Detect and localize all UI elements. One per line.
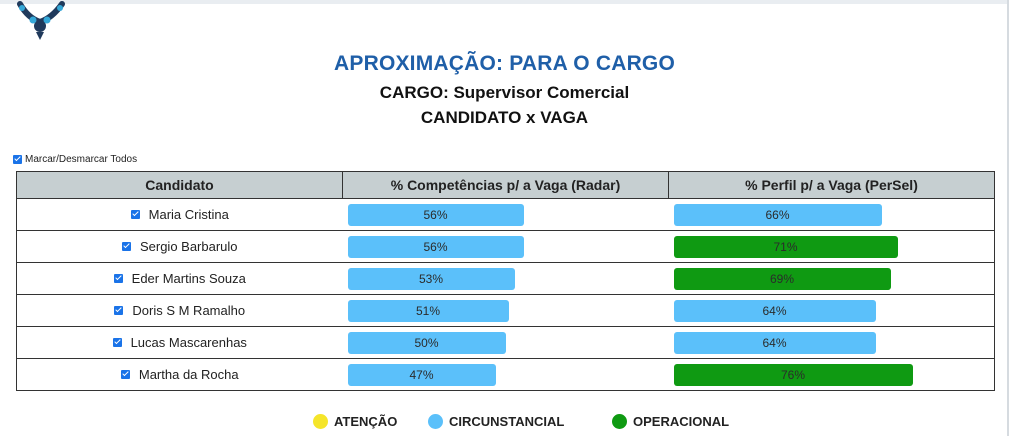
checkbox-icon[interactable] (112, 338, 122, 347)
radar-bar-track: 56% (347, 236, 663, 258)
candidate-name: Lucas Mascarenhas (130, 335, 247, 350)
persel-bar-track: 76% (673, 364, 989, 386)
candidates-table: Candidato % Competências p/ a Vaga (Rada… (16, 171, 995, 391)
header-radar: % Competências p/ a Vaga (Radar) (342, 171, 669, 199)
persel-bar-track: 66% (673, 204, 989, 226)
radar-bar: 56% (347, 236, 524, 258)
candidate-select[interactable]: Sergio Barbarulo (121, 239, 238, 254)
persel-bar: 76% (673, 364, 913, 386)
yellow-dot-icon (313, 414, 328, 429)
persel-cell: 76% (668, 358, 995, 391)
radar-bar-track: 50% (347, 332, 663, 354)
comparison-line: CANDIDATO x VAGA (420, 108, 589, 127)
cargo-line: CARGO: Supervisor Comercial (379, 83, 630, 102)
radar-bar: 51% (347, 300, 509, 322)
radar-cell: 56% (342, 198, 669, 231)
candidate-cell: Eder Martins Souza (16, 262, 343, 295)
table-row: Eder Martins Souza 53% 69% (16, 262, 995, 295)
green-dot-icon (612, 414, 627, 429)
toggle-all-checkbox[interactable]: Marcar/Desmarcar Todos (13, 154, 137, 165)
legend-label: OPERACIONAL (633, 414, 730, 429)
table-row: Maria Cristina 56% 66% (16, 198, 995, 231)
candidate-cell: Lucas Mascarenhas (16, 326, 343, 359)
candidate-name: Maria Cristina (148, 207, 229, 222)
persel-bar: 69% (673, 268, 891, 290)
checkbox-icon[interactable] (130, 210, 140, 219)
persel-bar-track: 64% (673, 332, 989, 354)
candidate-cell: Sergio Barbarulo (16, 230, 343, 263)
candidate-name: Martha da Rocha (138, 367, 239, 382)
legend: ATENÇÃO CIRCUNSTANCIAL OPERACIONAL (0, 414, 1009, 432)
table-row: Martha da Rocha 47% 76% (16, 358, 995, 391)
persel-cell: 64% (668, 326, 995, 359)
radar-bar: 47% (347, 364, 496, 386)
legend-item-atencao: ATENÇÃO (313, 414, 397, 429)
radar-cell: 50% (342, 326, 669, 359)
persel-bar: 66% (673, 204, 882, 226)
persel-bar-track: 69% (673, 268, 989, 290)
window-right-edge (1007, 0, 1009, 436)
checkbox-icon[interactable] (120, 370, 130, 379)
page-title: APROXIMAÇÃO: PARA O CARGO (334, 52, 675, 75)
candidate-cell: Maria Cristina (16, 198, 343, 231)
persel-cell: 64% (668, 294, 995, 327)
radar-cell: 51% (342, 294, 669, 327)
legend-label: ATENÇÃO (334, 414, 398, 429)
persel-bar-track: 71% (673, 236, 989, 258)
legend-label: CIRCUNSTANCIAL (449, 414, 565, 429)
company-logo (17, 1, 65, 40)
checkbox-icon[interactable] (113, 274, 123, 283)
radar-cell: 53% (342, 262, 669, 295)
checkbox-icon[interactable] (121, 242, 131, 251)
radar-bar: 56% (347, 204, 524, 226)
legend-item-circunstancial: CIRCUNSTANCIAL (428, 414, 564, 429)
checkbox-icon[interactable] (114, 306, 124, 315)
candidate-name: Eder Martins Souza (131, 271, 246, 286)
radar-bar-track: 51% (347, 300, 663, 322)
candidate-select[interactable]: Doris S M Ramalho (114, 303, 245, 318)
header-candidato: Candidato (16, 171, 343, 199)
table-row: Doris S M Ramalho 51% 64% (16, 294, 995, 327)
candidate-select[interactable]: Maria Cristina (130, 207, 229, 222)
persel-cell: 66% (668, 198, 995, 231)
persel-cell: 69% (668, 262, 995, 295)
radar-cell: 47% (342, 358, 669, 391)
radar-bar-track: 53% (347, 268, 663, 290)
persel-bar: 64% (673, 332, 876, 354)
candidate-select[interactable]: Martha da Rocha (120, 367, 239, 382)
persel-cell: 71% (668, 230, 995, 263)
radar-cell: 56% (342, 230, 669, 263)
toggle-all-label: Marcar/Desmarcar Todos (25, 154, 138, 165)
table-row: Lucas Mascarenhas 50% 64% (16, 326, 995, 359)
radar-bar: 53% (347, 268, 515, 290)
table-row: Sergio Barbarulo 56% 71% (16, 230, 995, 263)
header-persel: % Perfil p/ a Vaga (PerSel) (668, 171, 995, 199)
candidate-name: Doris S M Ramalho (132, 303, 246, 318)
checkbox-icon[interactable] (13, 155, 22, 164)
candidate-select[interactable]: Eder Martins Souza (113, 271, 246, 286)
blue-dot-icon (428, 414, 443, 429)
candidate-cell: Martha da Rocha (16, 358, 343, 391)
window-top-edge (0, 0, 1009, 4)
candidate-name: Sergio Barbarulo (139, 239, 238, 254)
candidate-cell: Doris S M Ramalho (16, 294, 343, 327)
radar-bar: 50% (347, 332, 506, 354)
persel-bar-track: 64% (673, 300, 989, 322)
persel-bar: 71% (673, 236, 898, 258)
radar-bar-track: 56% (347, 204, 663, 226)
table-header-row: Candidato % Competências p/ a Vaga (Rada… (16, 171, 995, 199)
candidate-select[interactable]: Lucas Mascarenhas (112, 335, 247, 350)
persel-bar: 64% (673, 300, 876, 322)
radar-bar-track: 47% (347, 364, 663, 386)
legend-item-operacional: OPERACIONAL (612, 414, 729, 429)
